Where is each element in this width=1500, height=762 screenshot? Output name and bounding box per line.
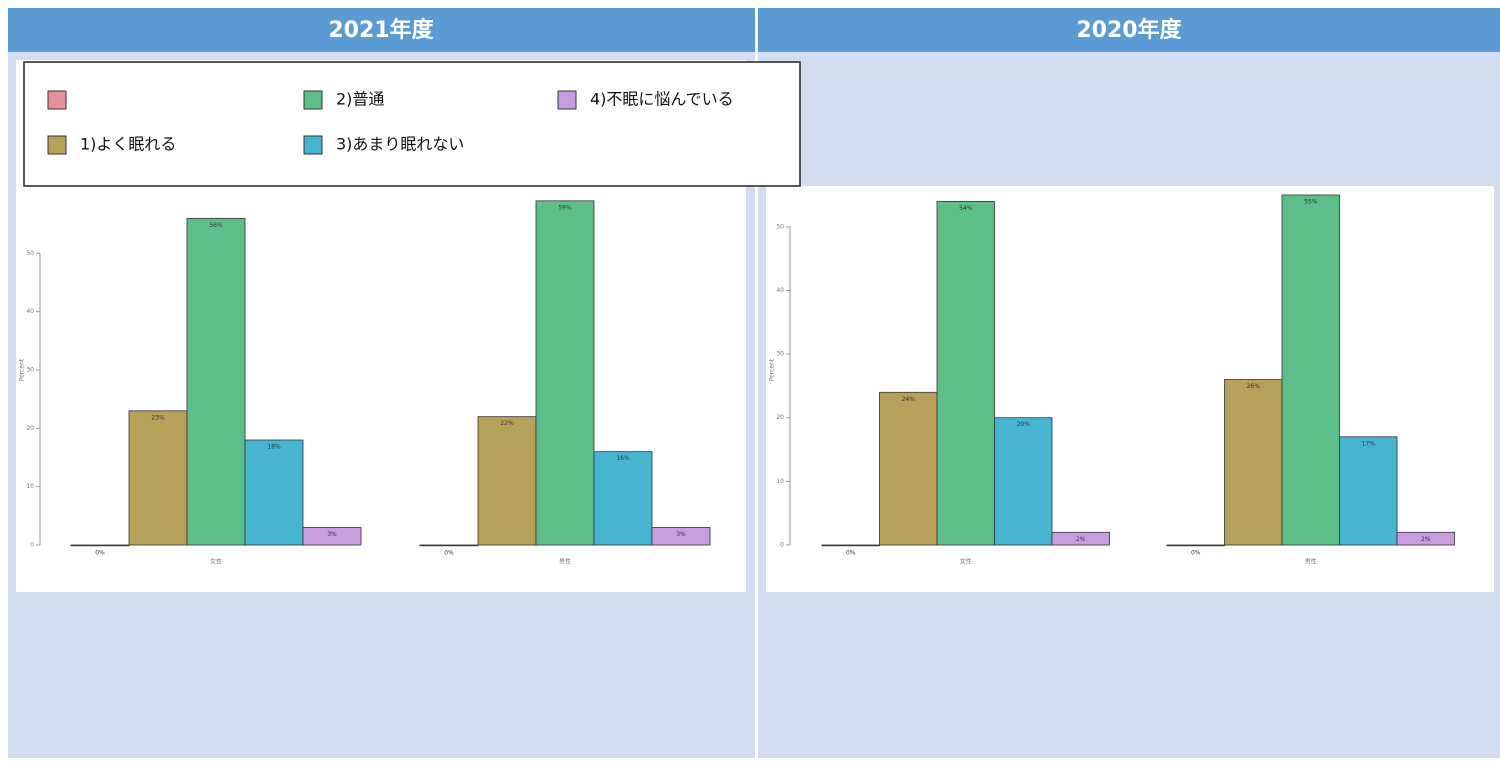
x-tick-label: 女性 (210, 558, 222, 566)
data-label: 3% (327, 531, 337, 538)
data-label: 2% (1421, 536, 1431, 543)
data-label: 20% (1017, 421, 1031, 428)
legend-box (23, 61, 801, 187)
y-tick-label: 30 (26, 367, 34, 374)
legend-swatch (47, 90, 67, 110)
panel-header (8, 8, 755, 52)
data-label: 0% (1191, 550, 1201, 557)
y-axis-label: Percent (19, 358, 26, 381)
y-tick-label: 40 (776, 287, 784, 294)
data-label: 22% (500, 420, 514, 427)
y-tick-label: 40 (26, 308, 34, 315)
data-label: 24% (902, 396, 916, 403)
data-label: 0% (846, 550, 856, 557)
bar (302, 527, 362, 546)
data-label: 3% (676, 531, 686, 538)
bar (651, 527, 711, 546)
y-tick-label: 50 (776, 223, 784, 230)
y-axis-label: Percent (769, 358, 776, 381)
legend-swatch (303, 90, 323, 110)
bar (70, 544, 130, 547)
y-tick-label: 10 (26, 483, 34, 490)
legend-swatch (303, 135, 323, 155)
bar (1051, 531, 1110, 546)
data-label: 0% (444, 550, 454, 557)
panel-title: 2020年度 (1076, 17, 1182, 43)
bar (128, 410, 188, 546)
legend-label: 2)普通 (336, 90, 384, 109)
bar (936, 200, 995, 546)
data-label: 54% (959, 205, 973, 212)
y-tick-label: 20 (26, 425, 34, 432)
data-label: 56% (209, 222, 223, 229)
bar (821, 544, 880, 547)
data-label: 2% (1076, 536, 1086, 543)
bar (1396, 531, 1455, 546)
bar (1224, 379, 1283, 546)
data-label: 55% (1304, 199, 1318, 206)
bar (1339, 436, 1398, 546)
data-label: 17% (1362, 440, 1376, 447)
x-tick-label: 男性 (1305, 558, 1317, 566)
legend-swatch (47, 135, 67, 155)
y-tick-label: 0 (30, 542, 34, 549)
y-tick-label: 10 (776, 478, 784, 485)
legend-label: 4)不眠に悩んでいる (590, 90, 734, 109)
bar (593, 451, 653, 546)
y-tick-label: 30 (776, 351, 784, 358)
bar (1166, 544, 1225, 547)
bar (535, 200, 595, 546)
legend-swatch (557, 90, 577, 110)
legend-label: 1)よく眠れる (80, 135, 176, 154)
y-tick-label: 50 (26, 250, 34, 257)
y-tick-label: 20 (776, 414, 784, 421)
legend-label: 3)あまり眠れない (336, 135, 464, 154)
data-label: 26% (1247, 383, 1261, 390)
bar (879, 391, 938, 546)
bar (994, 417, 1053, 546)
data-label: 16% (616, 455, 630, 462)
data-label: 59% (558, 204, 572, 211)
panel-header (758, 8, 1500, 52)
bar (477, 416, 537, 546)
panel-title: 2021年度 (328, 17, 434, 43)
x-tick-label: 女性 (960, 558, 972, 566)
bar (419, 544, 479, 547)
data-label: 23% (151, 414, 165, 421)
x-tick-label: 男性 (559, 558, 571, 566)
data-label: 18% (267, 444, 281, 451)
y-tick-label: 0 (780, 542, 784, 549)
bar (1281, 194, 1340, 546)
bar (186, 217, 246, 546)
data-label: 0% (95, 550, 105, 557)
bar (244, 439, 304, 546)
